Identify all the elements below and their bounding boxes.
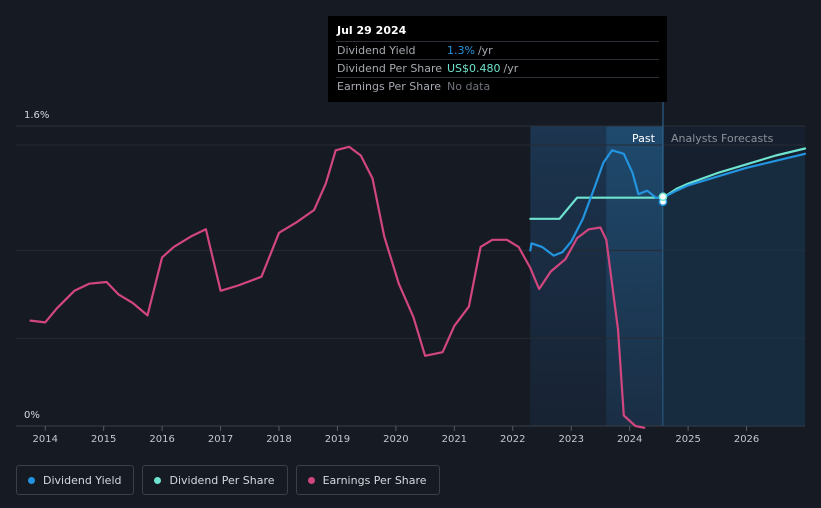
chart-legend: Dividend Yield Dividend Per Share Earnin…: [16, 465, 440, 495]
chart-lines: [29, 145, 807, 429]
earnings-per-share-line: [29, 145, 646, 429]
x-tick-label: 2017: [208, 434, 233, 445]
forecast-region-label: Analysts Forecasts: [671, 132, 774, 145]
x-tick-label: 2022: [500, 434, 525, 445]
tooltip-value: No data: [447, 80, 491, 93]
tooltip-unit: /yr: [477, 44, 493, 57]
dividend-yield-line: [529, 149, 807, 257]
tooltip-label: Dividend Yield: [337, 44, 416, 57]
x-axis: 2014 2015 2016 2017 2018 2019 2020 2021 2022 2023…: [32, 426, 759, 445]
legend-earnings-per-share[interactable]: Earnings Per Share: [295, 465, 440, 495]
dividend-per-share-marker: [658, 192, 668, 202]
y-tick-label-bottom: 0%: [24, 410, 40, 421]
x-tick-label: 2026: [734, 434, 759, 445]
x-tick-label: 2018: [266, 434, 291, 445]
x-tick-label: 2015: [91, 434, 116, 445]
hover-tooltip: Jul 29 2024 Dividend Yield 1.3% /yr Divi…: [328, 16, 667, 102]
past-region-label: Past: [632, 132, 656, 145]
x-tick-label: 2016: [149, 434, 174, 445]
tooltip-unit: /yr: [503, 62, 519, 75]
x-tick-label: 2025: [675, 434, 700, 445]
tooltip-value: 1.3%: [447, 44, 475, 57]
legend-label: Dividend Yield: [43, 473, 122, 487]
x-tick-label: 2021: [442, 434, 467, 445]
legend-dividend-yield[interactable]: Dividend Yield: [16, 465, 135, 495]
legend-label: Earnings Per Share: [322, 473, 427, 487]
forecast-yield-area: [662, 153, 805, 427]
legend-dot-icon: [154, 476, 162, 484]
tooltip-value: US$0.480: [447, 62, 501, 75]
legend-dot-icon: [307, 476, 315, 484]
tooltip-label: Earnings Per Share: [337, 80, 442, 93]
legend-dot-icon: [28, 476, 35, 484]
x-tick-label: 2019: [325, 434, 350, 445]
tooltip-date: Jul 29 2024: [337, 24, 407, 37]
tooltip-row-earnings-per-share: Earnings Per Share No data: [336, 77, 659, 95]
x-tick-label: 2023: [558, 434, 583, 445]
x-tick-label: 2014: [32, 434, 57, 445]
x-tick-label: 2024: [617, 434, 642, 445]
x-tick-label: 2020: [383, 434, 408, 445]
legend-label: Dividend Per Share: [169, 473, 275, 487]
tooltip-label: Dividend Per Share: [337, 62, 443, 75]
tooltip-row-dividend-yield: Dividend Yield 1.3% /yr: [336, 41, 659, 59]
legend-dividend-per-share[interactable]: Dividend Per Share: [142, 465, 288, 495]
y-tick-label-top: 1.6%: [24, 110, 49, 121]
tooltip-row-dividend-per-share: Dividend Per Share US$0.480 /yr: [336, 59, 659, 77]
dividend-per-share-line: [529, 147, 807, 220]
highlight-band: [606, 126, 663, 426]
